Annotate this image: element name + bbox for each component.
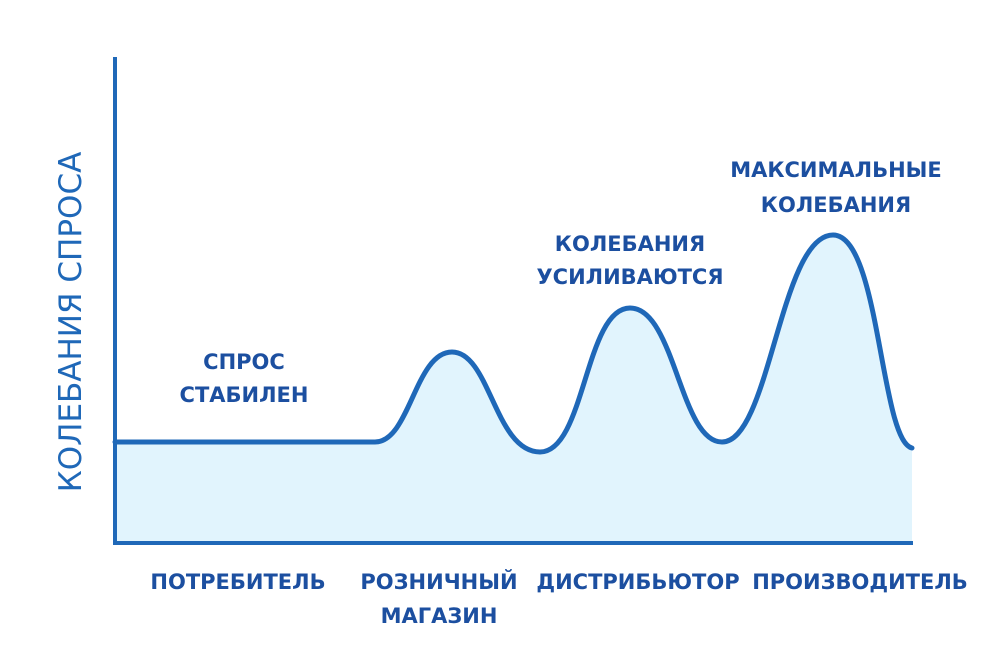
annotation-stable-line1: СПРОС — [203, 350, 285, 374]
stage-label-distributor: ДИСТРИБЬЮТОР — [536, 570, 739, 594]
stage-label-retailer-line2: МАГАЗИН — [381, 604, 498, 628]
demand-curve — [112, 232, 915, 455]
stage-label-consumer: ПОТРЕБИТЕЛЬ — [150, 570, 325, 594]
stage-label-manufacturer: ПРОИЗВОДИТЕЛЬ — [752, 570, 968, 594]
stage-label-retailer-line1: РОЗНИЧНЫЙ — [360, 569, 517, 594]
annotation-maximum-line2: КОЛЕБАНИЯ — [761, 193, 911, 217]
y-axis-title: КОЛЕБАНИЯ СПРОСА — [53, 152, 89, 493]
annotation-increasing-line2: УСИЛИВАЮТСЯ — [536, 265, 723, 289]
annotation-stable-line2: СТАБИЛЕН — [180, 383, 309, 407]
annotation-increasing-line1: КОЛЕБАНИЯ — [555, 232, 705, 256]
demand-area — [115, 235, 912, 543]
annotation-maximum-line1: МАКСИМАЛЬНЫЕ — [730, 158, 942, 182]
